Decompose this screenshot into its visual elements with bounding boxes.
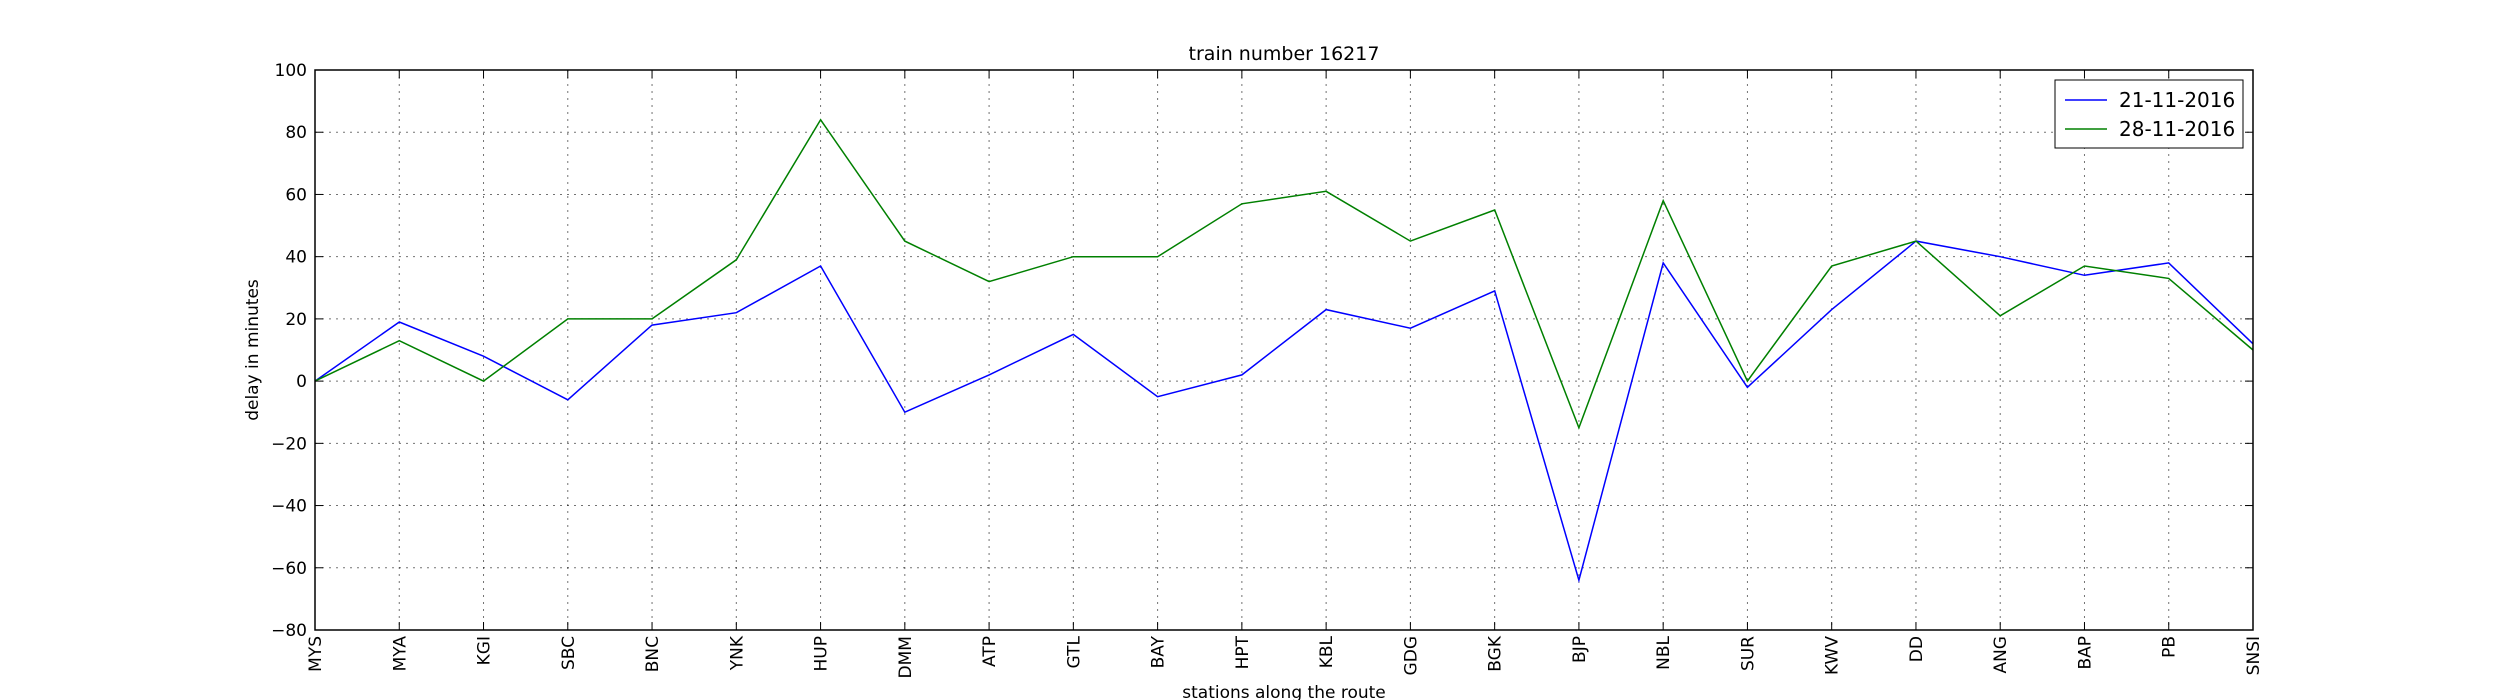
y-tick-label: 80 — [285, 123, 307, 143]
x-tick-label: BJP — [1570, 636, 1590, 663]
x-tick-label: GTL — [1064, 635, 1084, 668]
y-tick-label: −80 — [271, 621, 307, 641]
series-line-1 — [314, 240, 2254, 583]
y-tick-label: 40 — [285, 248, 307, 268]
x-tick-label: YNK — [727, 635, 747, 671]
x-axis-label: stations along the route — [1182, 683, 1386, 700]
x-tick-label: KBL — [1317, 635, 1337, 668]
x-tick-label: BNC — [643, 636, 663, 672]
y-tick-label: 20 — [285, 310, 307, 330]
x-tick-label: BGK — [1486, 635, 1506, 672]
x-tick-label: MYA — [390, 636, 410, 672]
y-tick-label: 60 — [285, 185, 307, 205]
grid — [314, 69, 2254, 631]
x-tick-label: DMM — [896, 636, 916, 678]
x-tick-label: DD — [1907, 636, 1927, 662]
y-tick-label: −60 — [271, 559, 307, 579]
y-tick-label: −20 — [271, 434, 307, 454]
x-tick-label: NBL — [1654, 635, 1674, 669]
x-tick-label: BAY — [1149, 635, 1169, 668]
plot-area-frame — [314, 69, 2254, 631]
x-tick-label: HPT — [1233, 635, 1253, 669]
x-tick-label: HUP — [812, 636, 832, 671]
axis-ticks: −80 −60 −40 −20 0 20 40 60 80 100 MYS MYA KGI SBC BNC Y… — [271, 61, 2264, 678]
legend-entry-label: 21-11-2016 — [2119, 88, 2235, 112]
y-tick-label: 100 — [275, 61, 307, 81]
x-tick-label: SUR — [1738, 636, 1758, 671]
x-tick-label: BAP — [2075, 636, 2095, 670]
series-line-2 — [314, 118, 2254, 430]
y-tick-label: −40 — [271, 497, 307, 517]
x-tick-label: SNSI — [2244, 636, 2264, 675]
legend: 21-11-2016 28-11-2016 — [2054, 79, 2244, 149]
x-tick-label: GDG — [1401, 636, 1421, 675]
x-tick-label: ANG — [1991, 636, 2011, 674]
x-tick-label: ATP — [980, 636, 1000, 667]
y-axis-label: delay in minutes — [243, 279, 263, 421]
x-tick-label: PB — [2160, 636, 2180, 658]
y-tick-label: 0 — [296, 372, 307, 392]
legend-entry-label: 28-11-2016 — [2119, 117, 2235, 141]
x-tick-label: MYS — [306, 636, 326, 672]
series-lines — [314, 118, 2254, 583]
legend-box — [2054, 79, 2244, 149]
x-tick-label: KGI — [475, 636, 495, 665]
x-tick-label: SBC — [559, 636, 579, 670]
x-tick-label: KWV — [1823, 636, 1843, 675]
chart-title: train number 16217 — [1189, 43, 1380, 65]
